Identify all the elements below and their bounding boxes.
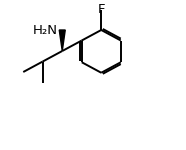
Polygon shape: [59, 30, 65, 51]
Text: F: F: [97, 3, 105, 16]
Text: H₂N: H₂N: [33, 24, 58, 36]
